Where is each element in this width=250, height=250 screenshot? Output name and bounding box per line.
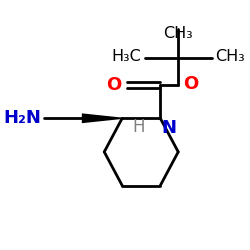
Polygon shape bbox=[82, 113, 122, 123]
Text: H: H bbox=[133, 118, 145, 136]
Text: H₃C: H₃C bbox=[112, 49, 141, 64]
Text: CH₃: CH₃ bbox=[163, 26, 193, 41]
Text: H₂N: H₂N bbox=[4, 109, 42, 127]
Text: O: O bbox=[183, 74, 198, 92]
Text: O: O bbox=[106, 76, 121, 94]
Text: CH₃: CH₃ bbox=[215, 49, 245, 64]
Text: N: N bbox=[162, 120, 176, 138]
